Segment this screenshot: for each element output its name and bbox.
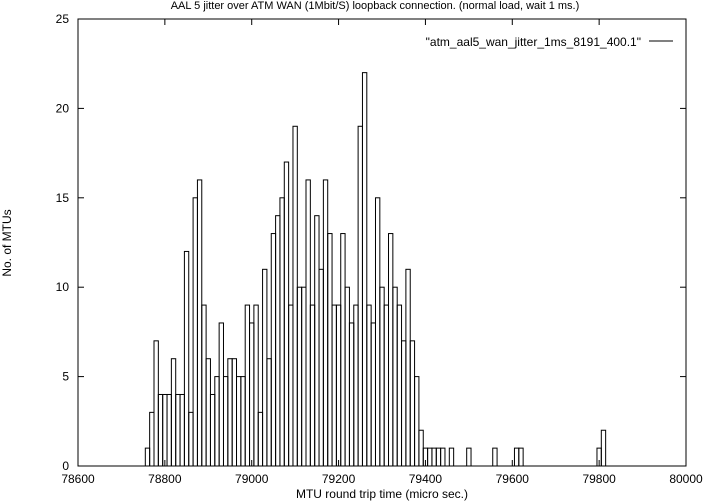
histogram-bar [144, 447, 151, 467]
histogram-bar [249, 322, 255, 467]
histogram-bar [166, 393, 172, 467]
histogram-bar [383, 304, 390, 467]
histogram-bar [196, 179, 203, 467]
histogram-bar [266, 358, 272, 467]
x-tick-label: 79600 [496, 472, 530, 486]
x-tick-label: 79800 [582, 472, 616, 486]
histogram-bar [209, 393, 216, 467]
histogram-bar [288, 304, 294, 467]
y-axis-label: No. of MTUs [0, 209, 14, 276]
legend: "atm_aal5_wan_jitter_1ms_8191_400.1" [426, 35, 673, 49]
histogram-bar [279, 197, 285, 467]
x-tick-label: 79200 [322, 472, 356, 486]
histogram-bar [405, 268, 411, 467]
histogram-bar [283, 161, 290, 467]
histogram-bar [244, 304, 251, 467]
histogram-bar [427, 447, 433, 467]
histogram-bar [227, 358, 233, 467]
histogram-bar [340, 233, 346, 467]
histogram-bar [414, 376, 420, 467]
histogram-bar [344, 286, 350, 467]
histogram-bar [162, 393, 168, 467]
histogram-bar [157, 393, 164, 467]
histogram-bar [305, 179, 311, 467]
histogram-bar [179, 393, 185, 467]
histogram-bar [257, 411, 264, 467]
histogram-bar [348, 322, 355, 467]
histogram-bar [518, 447, 524, 467]
histogram-bar [431, 447, 437, 467]
histogram-bar [327, 233, 333, 467]
plot-frame [77, 18, 687, 467]
histogram-bar [396, 304, 403, 467]
histogram-bar [357, 125, 363, 467]
histogram-bar [275, 215, 281, 467]
histogram-bar [418, 429, 424, 467]
histogram-bar [170, 358, 177, 467]
x-tick-label: 79000 [235, 472, 269, 486]
histogram-bar [361, 72, 368, 467]
bar-series [144, 72, 607, 467]
histogram-bar [183, 250, 190, 467]
histogram-bar [388, 233, 394, 467]
histogram-bar [318, 268, 324, 467]
histogram-bar [366, 304, 372, 467]
histogram-bar [231, 358, 238, 467]
histogram-bar [205, 358, 211, 467]
histogram-bar [309, 304, 316, 467]
histogram-bar [392, 286, 398, 467]
histogram-bar [331, 304, 337, 467]
x-axis: 78600 78800 79000 79200 79400 79600 79800 80000 [61, 19, 703, 486]
histogram-bar [236, 376, 242, 467]
x-tick-label: 80000 [669, 472, 703, 486]
histogram-bar [262, 268, 268, 467]
y-tick-label: 20 [56, 101, 70, 115]
histogram-bar [192, 197, 198, 467]
y-tick-label: 25 [56, 12, 70, 26]
histogram-bar [218, 322, 224, 467]
y-tick-label: 5 [62, 370, 69, 384]
histogram-bar [335, 304, 342, 467]
histogram-bar [401, 340, 407, 467]
y-axis: 0 5 10 15 20 25 [56, 12, 686, 473]
y-tick-label: 0 [62, 459, 69, 473]
histogram-bar [222, 376, 229, 467]
histogram-bar [188, 411, 194, 467]
histogram-bar [379, 286, 385, 467]
histogram-bar [175, 393, 181, 467]
histogram-bar [201, 304, 207, 467]
legend-label: "atm_aal5_wan_jitter_1ms_8191_400.1" [426, 35, 641, 49]
histogram-bar [292, 125, 298, 467]
histogram-bar [270, 233, 277, 467]
histogram-bar [492, 447, 498, 467]
histogram-bar [409, 340, 416, 467]
x-tick-label: 78600 [61, 472, 95, 486]
histogram-bar [374, 197, 381, 467]
histogram-bar [149, 411, 155, 467]
histogram-bar [253, 304, 259, 467]
histogram-bar [322, 179, 329, 467]
y-tick-label: 10 [56, 280, 70, 294]
x-tick-label: 79400 [409, 472, 443, 486]
histogram-bar [513, 447, 520, 467]
histogram-bar [314, 215, 320, 467]
histogram-bar [466, 447, 472, 467]
histogram-bar [600, 429, 607, 467]
histogram-bar [153, 340, 159, 467]
x-axis-label: MTU round trip time (micro sec.) [296, 487, 468, 501]
histogram-bar [440, 447, 446, 467]
histogram-bar [448, 447, 455, 467]
histogram-bar [301, 286, 307, 467]
histogram-bar [435, 447, 442, 467]
histogram-bar [240, 376, 246, 467]
histogram-bar [214, 376, 220, 467]
histogram-bar [296, 286, 303, 467]
histogram-bar [353, 304, 359, 467]
plot-area: 78600 78800 79000 79200 79400 79600 79800 80000… [56, 12, 703, 486]
chart-title: AAL 5 jitter over ATM WAN (1Mbit/S) loop… [171, 0, 580, 12]
x-tick-label: 78800 [148, 472, 182, 486]
histogram-bar [370, 322, 376, 467]
y-tick-label: 15 [56, 191, 70, 205]
